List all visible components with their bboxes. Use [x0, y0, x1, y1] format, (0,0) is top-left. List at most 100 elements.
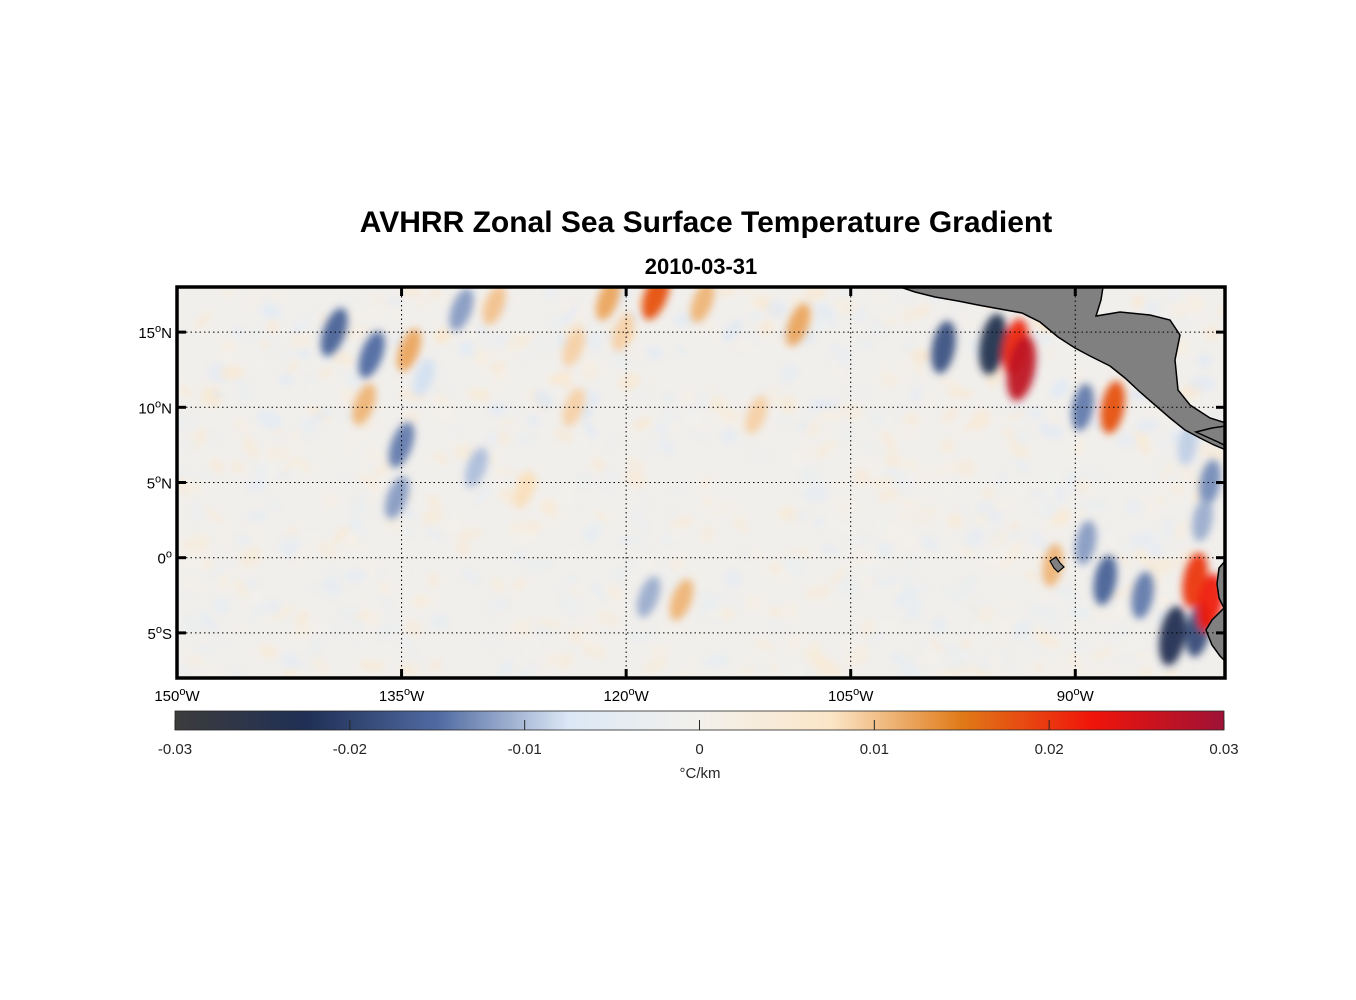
noise-blob [604, 430, 620, 453]
noise-blob [296, 319, 311, 333]
noise-blob [890, 651, 902, 665]
noise-blob [1067, 605, 1091, 621]
noise-blob [533, 390, 554, 410]
noise-blob [1091, 647, 1114, 661]
noise-blob [981, 487, 994, 499]
noise-blob [904, 599, 923, 621]
noise-blob [799, 639, 820, 658]
noise-blob [1063, 657, 1087, 678]
noise-blob [1161, 519, 1175, 531]
noise-blob [1105, 530, 1118, 549]
noise-blob [863, 441, 876, 451]
noise-blob [488, 403, 507, 416]
noise-blob [557, 653, 573, 669]
noise-blob [1154, 433, 1171, 452]
noise-blob [383, 516, 403, 532]
noise-blob [668, 509, 681, 521]
noise-blob [871, 616, 897, 636]
noise-blob [1024, 571, 1039, 581]
noise-blob [249, 625, 273, 637]
noise-blob [1118, 545, 1138, 555]
noise-blob [700, 589, 720, 609]
noise-blob [1129, 530, 1152, 547]
noise-blob [768, 619, 783, 634]
noise-blob [991, 498, 1014, 513]
noise-blob [486, 431, 500, 445]
lon-tick-label: 150oW [154, 686, 200, 705]
noise-blob [720, 428, 738, 445]
noise-blob [995, 617, 1014, 635]
noise-blob [364, 447, 389, 464]
noise-blob [699, 525, 716, 542]
noise-blob [557, 487, 576, 507]
noise-blob [234, 535, 253, 546]
noise-blob [433, 390, 449, 406]
noise-blob [1038, 421, 1064, 439]
noise-blob [625, 468, 646, 489]
noise-blob [343, 435, 357, 453]
noise-blob [281, 349, 293, 361]
noise-blob [436, 404, 455, 423]
noise-blob [401, 525, 413, 540]
noise-blob [376, 620, 401, 640]
noise-blob [1008, 410, 1026, 421]
noise-blob [858, 559, 887, 569]
noise-blob [741, 548, 752, 559]
noise-blob [810, 319, 826, 333]
noise-blob [897, 503, 921, 525]
noise-blob [499, 418, 516, 428]
noise-blob [845, 654, 857, 666]
noise-blob [630, 555, 652, 577]
noise-blob [421, 507, 444, 525]
noise-blob [359, 561, 378, 569]
noise-blob [309, 408, 332, 424]
noise-blob [273, 467, 298, 481]
land-central-america [899, 287, 1225, 451]
noise-blob [447, 423, 462, 441]
noise-blob [370, 293, 390, 309]
noise-blob [255, 466, 268, 483]
noise-blob [1024, 632, 1043, 653]
noise-blob [513, 616, 533, 632]
cold-gradient-patch [931, 320, 956, 374]
noise-blob [548, 316, 567, 335]
noise-blob [365, 644, 383, 663]
noise-blob [337, 607, 348, 619]
noise-blob [783, 556, 807, 577]
noise-blob [983, 546, 1009, 565]
noise-blob [748, 311, 764, 322]
noise-blob [841, 427, 854, 441]
noise-blob [1204, 325, 1220, 341]
noise-blob [977, 502, 1003, 523]
noise-blob [920, 534, 940, 552]
noise-blob [1076, 508, 1087, 520]
noise-blob [479, 350, 503, 359]
noise-blob [962, 318, 973, 327]
noise-blob [766, 300, 788, 319]
noise-blob [1089, 606, 1117, 620]
cold-gradient-patch [1199, 459, 1221, 506]
noise-blob [700, 475, 712, 490]
noise-blob [228, 327, 249, 346]
noise-blob [306, 638, 323, 659]
noise-blob [1125, 498, 1145, 516]
noise-blob [504, 631, 516, 642]
noise-blob [739, 337, 759, 360]
noise-blob [841, 499, 859, 516]
noise-blob [498, 520, 511, 536]
noise-blob [527, 521, 543, 534]
noise-blob [961, 589, 981, 609]
noise-blob [591, 457, 607, 473]
noise-blob [816, 657, 842, 677]
noise-blob [723, 570, 742, 589]
noise-blob [194, 646, 217, 653]
noise-blob [626, 628, 639, 641]
noise-blob [248, 323, 264, 345]
noise-blob [553, 428, 574, 443]
noise-blob [521, 659, 536, 674]
noise-blob [188, 479, 204, 496]
noise-blob [398, 635, 417, 654]
noise-blob [1005, 475, 1025, 499]
noise-blob [566, 545, 579, 560]
noise-blob [912, 470, 931, 484]
